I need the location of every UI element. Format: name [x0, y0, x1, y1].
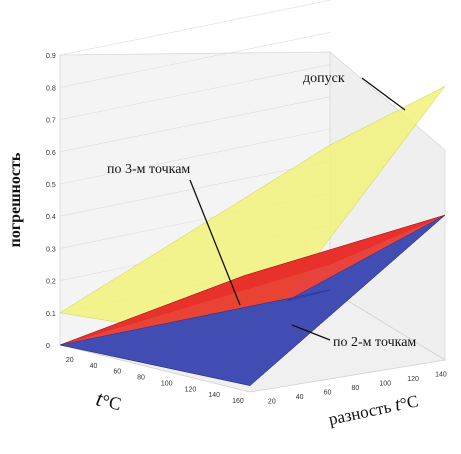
y-tick-label: 40 [296, 394, 304, 401]
surface-two-point [59, 214, 446, 386]
z-tick-label: 0.9 [46, 53, 56, 60]
y-tick-label: 120 [407, 376, 419, 383]
x-tick-label: 140 [208, 392, 220, 399]
x-tick-label: 40 [90, 363, 98, 370]
x-tick-label: 160 [232, 398, 244, 405]
leader-line-tolerance [361, 77, 406, 111]
z-tick-label: 0.1 [46, 311, 56, 318]
annotation-three-point: по 3-м точкам [107, 162, 190, 177]
z-tick-label: 0 [46, 343, 50, 350]
y-tick-label: 80 [352, 385, 360, 392]
z-tick-label: 0.7 [46, 118, 56, 125]
z-tick-label: 0.4 [46, 214, 56, 221]
x-tick-label: 120 [185, 386, 197, 393]
x-tick-label: 80 [137, 375, 145, 382]
z-tick-label: 0.2 [46, 279, 56, 286]
annotation-tolerance: допуск [303, 71, 345, 86]
z-axis-label: погрешность [7, 152, 24, 247]
leader-line-two-point [291, 324, 331, 341]
x-axis-label-unit: °C [100, 391, 123, 415]
y-axis-label-unit: °C [398, 391, 420, 413]
z-tick-label: 0.6 [46, 150, 56, 157]
y-tick-label: 60 [324, 390, 332, 397]
y-axis-ticks: 20 40 60 80 100 120 140 [268, 371, 447, 405]
z-axis-ticks: 0 0.1 0.2 0.3 0.4 0.5 0.6 0.7 0.8 0.9 [46, 53, 56, 350]
grid-line [59, 128, 331, 185]
grid-line [59, 64, 331, 120]
grid-line [59, 0, 331, 56]
x-axis-label: t°C [94, 385, 124, 415]
surface-two-point-polygon [59, 214, 446, 386]
y-tick-label: 20 [268, 399, 276, 406]
grid-line [59, 96, 331, 153]
y-axis-label: разность t°C [327, 390, 421, 430]
grid-line [59, 32, 331, 88]
x-tick-label: 60 [113, 369, 121, 376]
x-tick-label: 20 [66, 357, 74, 364]
y-tick-label: 140 [435, 371, 447, 378]
x-tick-label: 100 [161, 380, 173, 387]
y-axis-label-t: t [393, 394, 403, 416]
annotation-two-point: по 2-м точкам [333, 335, 416, 350]
x-axis-ticks: 20 40 60 80 100 120 140 160 [66, 357, 244, 405]
y-tick-label: 100 [379, 380, 391, 387]
leader-line-three-point [189, 179, 241, 306]
grid-line [59, 160, 331, 217]
y-axis-label-prefix: разность [327, 396, 397, 429]
z-tick-label: 0.3 [46, 246, 56, 253]
z-tick-label: 0.5 [46, 182, 56, 189]
z-tick-label: 0.8 [46, 85, 56, 92]
